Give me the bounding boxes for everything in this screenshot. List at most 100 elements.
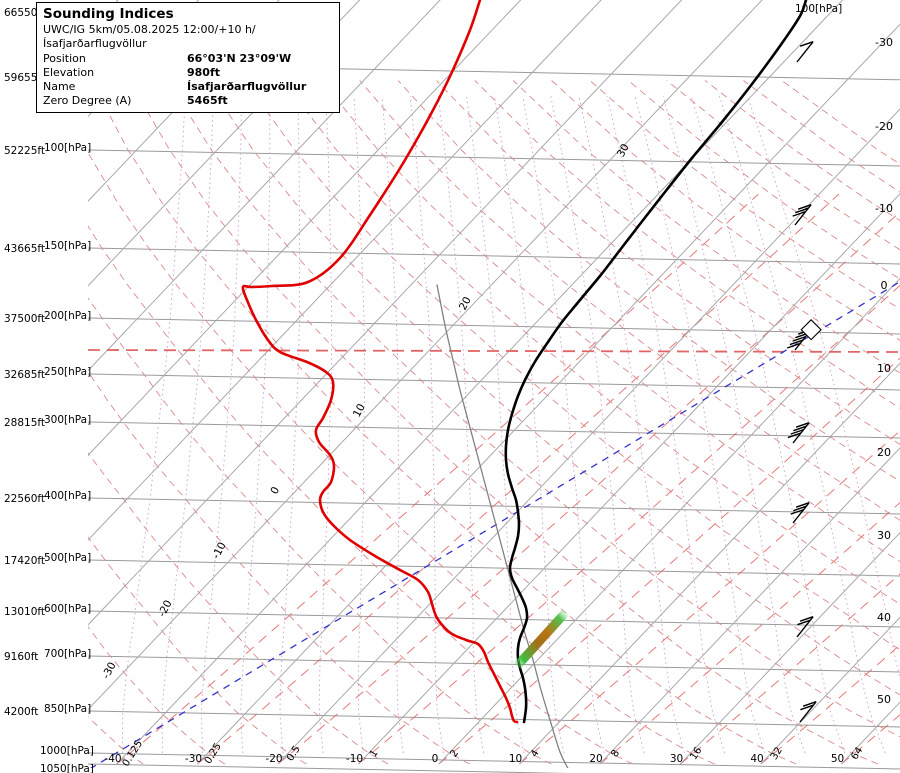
moist-adiabat-line: [465, 96, 525, 754]
altitude-label: 43665ft: [4, 243, 45, 255]
moist-adiabat-line: [353, 96, 366, 754]
wind-barb: [799, 701, 817, 723]
altitude-label: 59655ft: [4, 72, 45, 84]
panel-row: Position 66°03'N 23°09'W: [43, 52, 333, 66]
panel-row: Zero Degree (A) 5465ft: [43, 94, 333, 108]
dry-adiabat-line: [704, 80, 900, 222]
isotherm-label: -10: [210, 540, 229, 561]
pressure-label: 700[hPa]: [44, 648, 91, 660]
right-temp-label: 20: [877, 446, 891, 459]
isobar-line: [87, 559, 900, 577]
bottom-temp-label: 40: [750, 753, 763, 765]
panel-row-key: Position: [43, 52, 86, 65]
mixing-ratio-line: [438, 357, 900, 765]
isobar-grid-lines: [87, 63, 900, 773]
altitude-label: 13010ft: [4, 606, 45, 618]
isotherm-line: [88, 0, 602, 541]
panel-row-key: Elevation: [43, 66, 95, 79]
dry-adiabat-line: [282, 80, 900, 605]
moist-adiabat-line: [381, 96, 404, 754]
dry-adiabat-line: [474, 80, 900, 409]
right-temp-label: 50: [877, 693, 891, 706]
isotherm-line: [599, 447, 900, 765]
shear-gradient-bar: [513, 608, 570, 670]
moist-adiabat-line: [161, 96, 214, 754]
moist-adiabat-line: [240, 96, 271, 754]
dry-adiabat-line: [244, 80, 900, 651]
isotherm-label: 30: [615, 142, 632, 159]
bottom-temp-label: 20: [589, 753, 602, 765]
panel-table: Position 66°03'N 23°09'W Elevation 980ft Nam…: [43, 52, 333, 108]
wind-shear-bar: [513, 608, 570, 670]
pressure-label: 500[hPa]: [44, 552, 91, 564]
pressure-label: 600[hPa]: [44, 603, 91, 615]
parcel-profile-line: [436, 284, 569, 768]
isotherm-line: [88, 0, 683, 626]
isobar-line: [87, 763, 571, 773]
altitude-label: 4200ft: [4, 706, 38, 718]
dry-adiabat-line: [320, 80, 900, 563]
moist-adiabat-line: [200, 96, 242, 754]
barb-feather: [795, 422, 810, 428]
isotherm-line: [88, 0, 522, 457]
mixing-ratio-label: 8: [610, 748, 623, 759]
bottom-temp-label: 0: [432, 753, 439, 765]
pressure-label: 300[hPa]: [44, 414, 91, 426]
isotherm-line: [88, 0, 361, 287]
isotherm-line: [679, 532, 900, 765]
dry-adiabat-line: [88, 536, 307, 765]
moist-adiabat-line: [522, 96, 605, 754]
panel-subtitle: UWC/IG 5km/05.08.2025 12:00/+10 h/Ísafja…: [43, 23, 256, 50]
moist-adiabat-line: [437, 96, 485, 754]
isobar-line: [87, 421, 900, 439]
dry-adiabat-line: [551, 80, 900, 341]
mixing-ratio-label: 0.25: [203, 741, 224, 766]
panel-row-value: Ísafjarðarflugvöllur: [187, 80, 307, 93]
moist-adiabat-line: [747, 95, 900, 680]
temperature-profile-line: [241, 0, 519, 724]
right-temp-label: 0: [881, 279, 888, 292]
dry-adiabat-line: [129, 80, 879, 765]
dry-adiabat-line: [88, 225, 634, 765]
bottom-temp-label: -40: [104, 753, 121, 765]
isotherm-line: [438, 277, 900, 765]
mixing-ratio-label: 2: [449, 748, 462, 759]
barb-feather: [792, 210, 806, 217]
dry-adiabat-line: [167, 80, 900, 738]
dry-adiabat-line: [90, 80, 797, 765]
isotherm-line: [840, 701, 900, 765]
moist-adiabat-line: [662, 95, 806, 754]
right-temp-label: -20: [875, 120, 893, 133]
panel-row-key: Zero Degree (A): [43, 94, 132, 107]
right-temp-label: -30: [875, 36, 893, 49]
isobar-line: [87, 752, 900, 770]
altitude-label: 17420ft: [4, 555, 45, 567]
dewpoint-curve: [504, 0, 808, 724]
dewpoint-profile-line: [504, 0, 808, 724]
mixing-ratio-label: 4: [529, 748, 542, 759]
dry-adiabat-line: [88, 297, 552, 765]
moist-adiabat-line: [318, 96, 333, 754]
barb-shaft: [799, 701, 817, 723]
barb-shaft: [796, 616, 814, 638]
altitude-label: 52225ft: [4, 145, 45, 157]
isotherm-line: [88, 0, 763, 711]
isotherm-line: [277, 108, 900, 765]
barb-shaft: [794, 204, 812, 226]
isotherm-line: [88, 0, 441, 372]
bottom-temp-label: 50: [831, 753, 844, 765]
panel-title: Sounding Indices: [43, 6, 174, 22]
isotherm-line: [760, 616, 900, 765]
barb-feather: [790, 428, 804, 435]
isotherm-line: [357, 193, 900, 765]
right-temp-label: -10: [875, 202, 893, 215]
moist-adiabat-line: [578, 96, 685, 754]
wind-barb: [786, 319, 822, 351]
isobar-line: [87, 247, 900, 265]
dry-adiabat-line: [88, 370, 470, 765]
pressure-label: 150[hPa]: [44, 240, 91, 252]
bottom-temp-label: 10: [509, 753, 522, 765]
barb-feather: [793, 425, 807, 432]
mixing-ratio-line: [196, 193, 840, 765]
